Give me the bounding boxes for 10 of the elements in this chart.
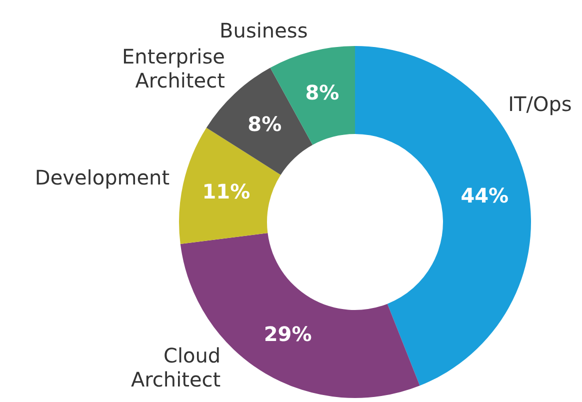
slice-label: Enterprise Architect [122, 44, 226, 93]
data-label: 8% [305, 80, 340, 104]
data-label: 29% [264, 322, 312, 346]
slice-label: IT/Ops [508, 92, 572, 116]
data-label: 44% [460, 183, 509, 208]
data-label: 8% [248, 112, 282, 136]
data-label: 11% [202, 179, 250, 204]
slice-label: Business [220, 18, 308, 42]
slice-label: Development [34, 165, 170, 190]
slice-label: Cloud Architect [130, 343, 221, 392]
